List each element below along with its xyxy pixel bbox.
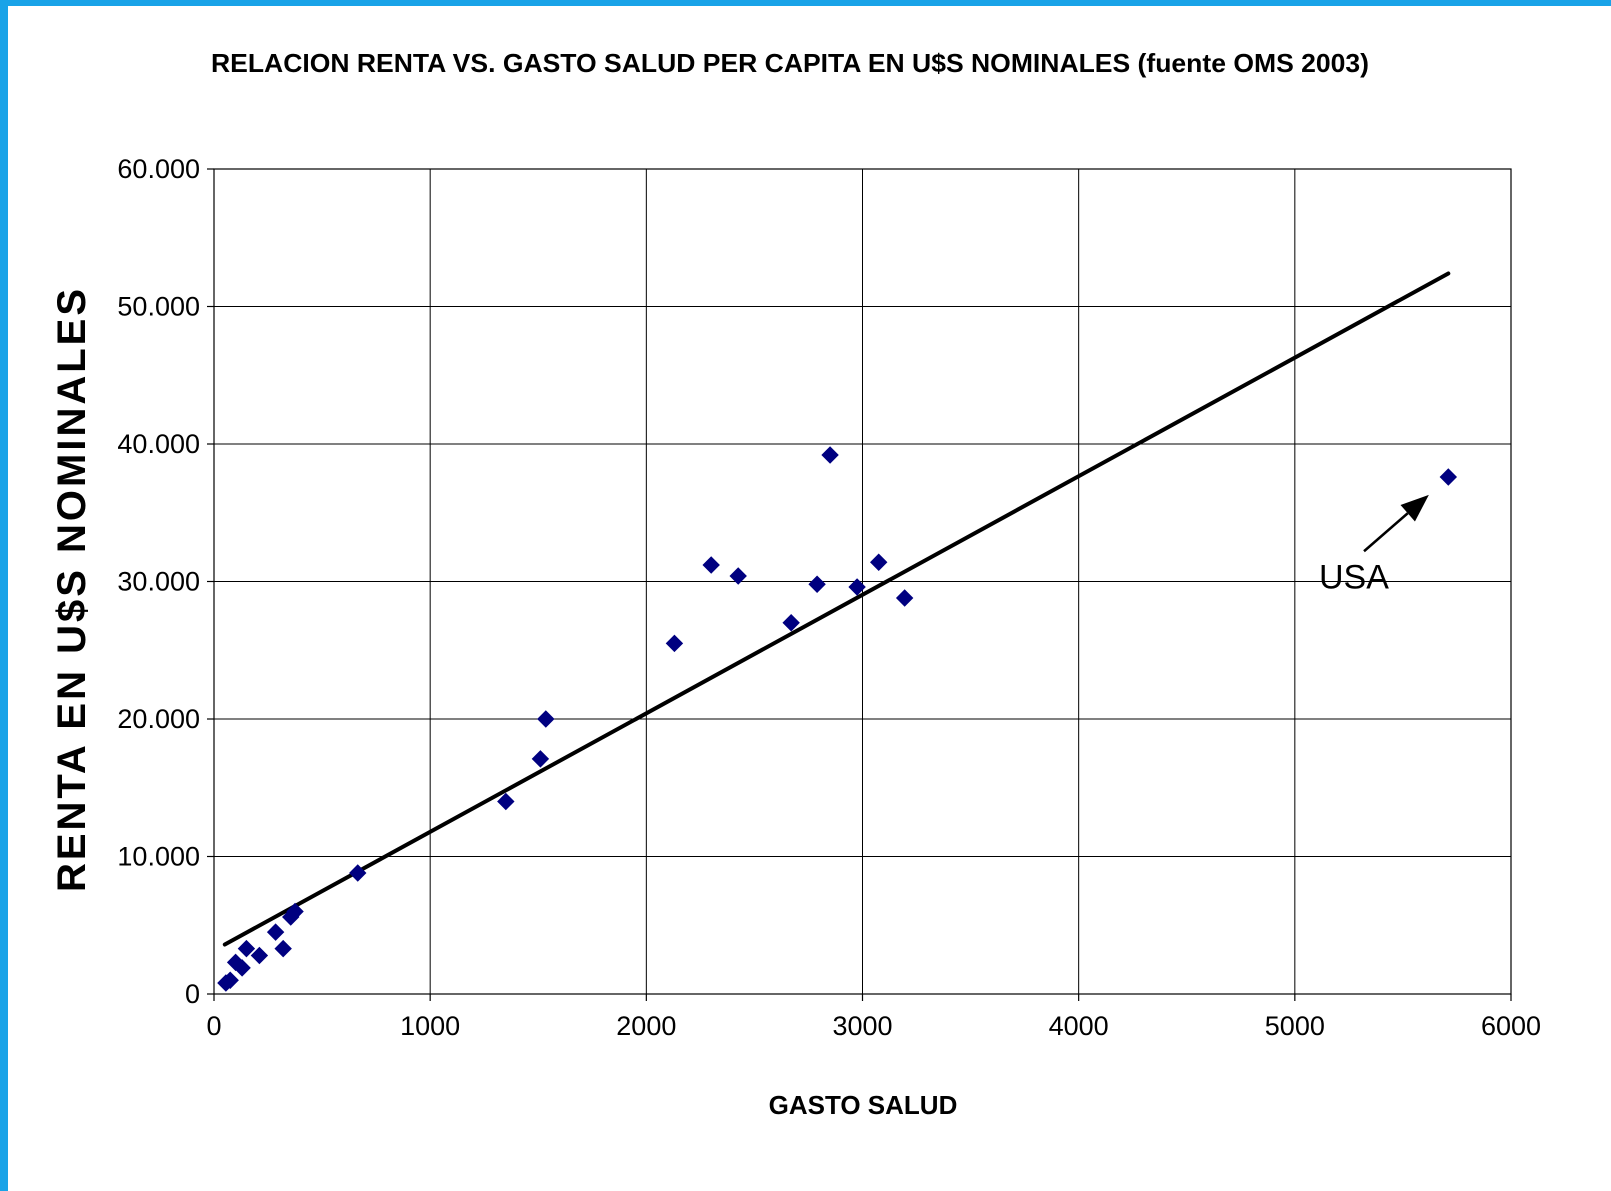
data-points — [217, 446, 1458, 992]
data-point — [233, 959, 251, 977]
data-point — [808, 575, 826, 593]
tick-labels: 0 10.000 20.000 30.000 40.000 50.000 60.000 0 10… — [117, 154, 1541, 1041]
y-tick-label: 50.000 — [117, 292, 200, 322]
scatter-chart: RELACION RENTA VS. GASTO SALUD PER CAPIT… — [50, 48, 1541, 1120]
gridlines — [214, 169, 1511, 994]
data-point — [821, 446, 839, 464]
x-tick-label: 4000 — [1049, 1011, 1109, 1041]
data-point — [286, 902, 304, 921]
data-point — [537, 710, 555, 728]
x-tick-label: 1000 — [400, 1011, 460, 1041]
x-tick-label: 0 — [206, 1011, 221, 1041]
x-tick-label: 2000 — [616, 1011, 676, 1041]
y-tick-label: 60.000 — [117, 154, 200, 184]
y-tick-label: 30.000 — [117, 567, 200, 597]
x-tick-label: 3000 — [832, 1011, 892, 1041]
data-point — [848, 578, 866, 596]
annotations: USA — [1319, 494, 1429, 596]
data-point — [266, 923, 285, 941]
data-point — [782, 614, 800, 632]
data-point — [665, 634, 684, 653]
y-tick-label: 40.000 — [117, 429, 200, 459]
y-tick-label: 20.000 — [117, 704, 200, 734]
data-point — [250, 946, 269, 965]
data-point — [531, 750, 550, 768]
chart-panel: RELACION RENTA VS. GASTO SALUD PER CAPIT… — [8, 6, 1611, 1191]
annotation-label-usa: USA — [1319, 558, 1389, 596]
data-point — [274, 939, 292, 958]
x-tick-label: 5000 — [1265, 1011, 1325, 1041]
annotation-arrow-head — [1400, 494, 1429, 522]
annotation-arrow-line — [1363, 512, 1409, 553]
trendline — [222, 271, 1451, 947]
data-point — [870, 553, 888, 571]
trendline-group — [222, 271, 1451, 947]
data-point — [237, 939, 256, 958]
y-axis-label: RENTA EN U$S NOMINALES — [50, 286, 94, 892]
data-point — [895, 589, 914, 607]
data-point — [1439, 468, 1458, 486]
data-point — [349, 864, 367, 882]
data-point — [497, 792, 515, 811]
y-tick-label: 10.000 — [117, 842, 200, 872]
y-tick-label: 0 — [185, 979, 200, 1009]
data-point — [221, 971, 239, 989]
chart-title: RELACION RENTA VS. GASTO SALUD PER CAPIT… — [211, 48, 1369, 78]
data-point — [702, 556, 720, 574]
data-point — [729, 567, 747, 585]
x-tick-label: 6000 — [1481, 1011, 1541, 1041]
axes — [207, 168, 1512, 1001]
x-axis-label: GASTO SALUD — [769, 1090, 958, 1120]
